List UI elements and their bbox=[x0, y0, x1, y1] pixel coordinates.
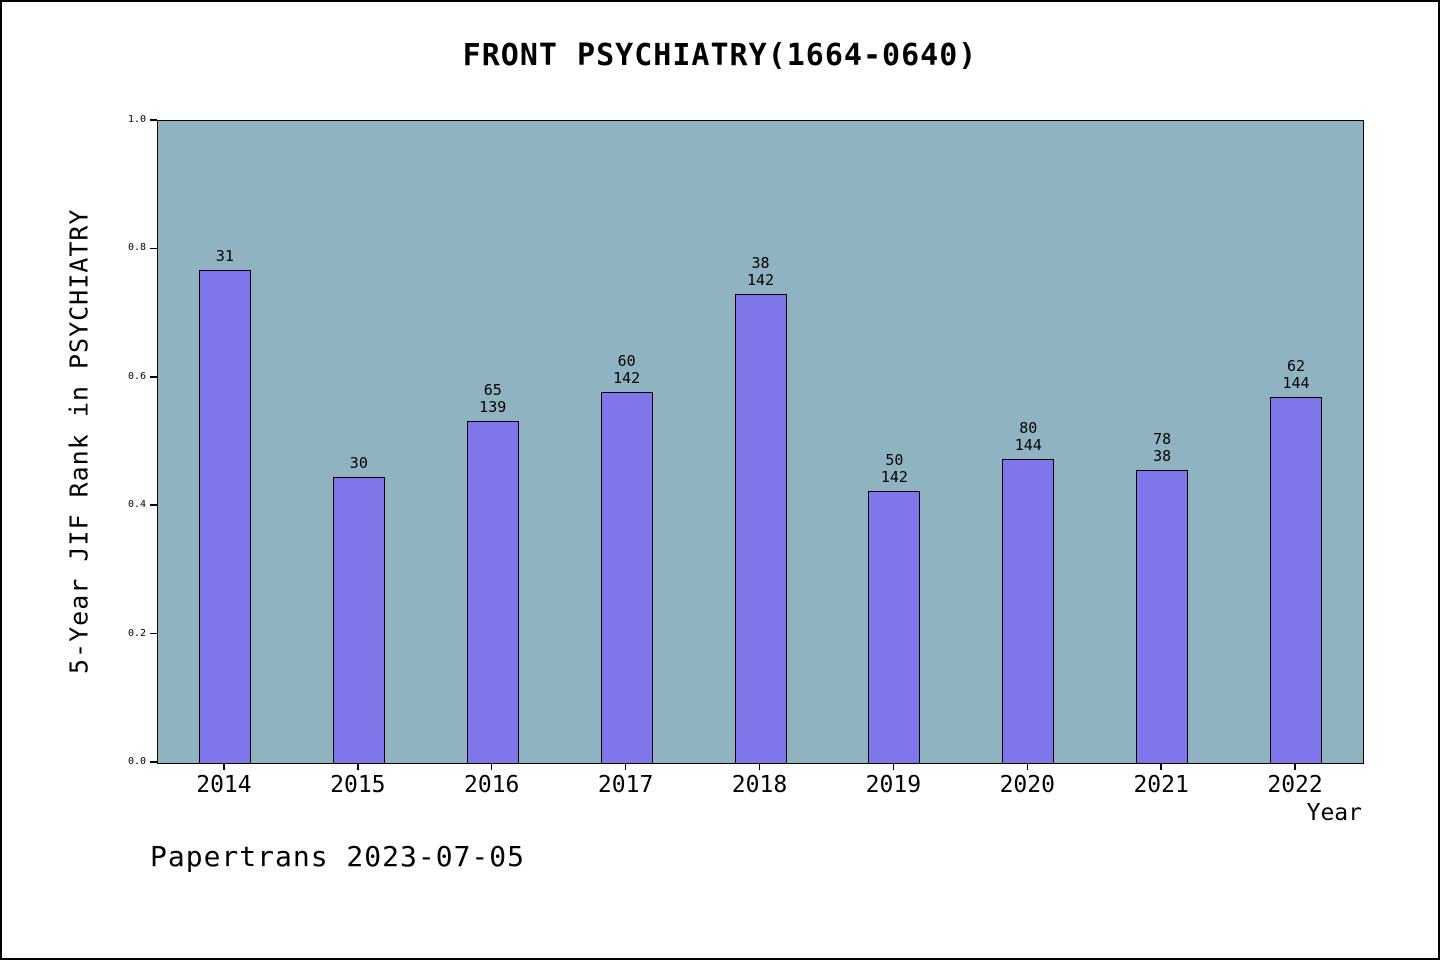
bar-2021 bbox=[1136, 469, 1189, 763]
bar-2017 bbox=[600, 391, 653, 763]
x-tick-mark bbox=[624, 763, 627, 770]
bar-value-label-2021: 78 38 bbox=[1153, 429, 1172, 465]
y-tick-label: 0.8 bbox=[127, 242, 146, 254]
y-tick-mark bbox=[150, 761, 157, 763]
y-tick-mark bbox=[150, 632, 157, 635]
bar-2018 bbox=[734, 293, 787, 763]
y-tick-mark bbox=[150, 119, 157, 121]
y-tick-label: 1.0 bbox=[127, 114, 146, 125]
bar-2016 bbox=[466, 420, 519, 763]
x-tick-label-2014: 2014 bbox=[196, 772, 252, 798]
y-axis-title: 5-Year JIF Rank in PSYCHIATRY bbox=[64, 208, 94, 674]
bar-2019 bbox=[868, 490, 921, 763]
x-tick-label-2022: 2022 bbox=[1267, 772, 1323, 798]
x-tick-label-2015: 2015 bbox=[330, 772, 386, 798]
y-tick-label: 0.4 bbox=[127, 499, 146, 511]
footer-note: Papertrans 2023-07-05 bbox=[150, 840, 526, 873]
chart-title: FRONT PSYCHIATRY(1664-0640) bbox=[462, 38, 978, 73]
bar-value-label-2015: 30 bbox=[349, 454, 368, 473]
x-tick-mark bbox=[490, 763, 493, 770]
x-tick-mark bbox=[357, 763, 359, 770]
x-tick-label-2016: 2016 bbox=[464, 772, 520, 798]
y-tick-label: 0.6 bbox=[127, 370, 146, 382]
x-tick-mark bbox=[892, 763, 895, 770]
bar-value-label-2018: 38 142 bbox=[746, 253, 775, 289]
bar-value-label-2019: 50 142 bbox=[880, 450, 908, 486]
bar-value-label-2022: 62 144 bbox=[1282, 357, 1310, 393]
y-tick-label: 0.2 bbox=[127, 627, 146, 639]
x-tick-mark bbox=[758, 763, 761, 770]
bar-value-label-2014: 31 bbox=[215, 246, 234, 265]
x-tick-label-2018: 2018 bbox=[731, 772, 788, 798]
y-tick-label: 0.0 bbox=[127, 756, 146, 767]
bar-2022 bbox=[1270, 397, 1323, 763]
bar-2014 bbox=[198, 269, 251, 763]
bar-value-label-2020: 80 144 bbox=[1014, 419, 1042, 455]
bar-2015 bbox=[332, 477, 385, 763]
x-tick-label-2021: 2021 bbox=[1133, 772, 1189, 798]
x-tick-mark bbox=[223, 763, 225, 770]
x-tick-label-2017: 2017 bbox=[597, 772, 654, 798]
x-tick-label-2020: 2020 bbox=[999, 772, 1055, 798]
bar-value-label-2017: 60 142 bbox=[613, 351, 641, 387]
y-tick-mark bbox=[150, 247, 157, 250]
plot-area: 31 30 65 139 60 142 38 142 50 142 80 144 78 38 6… bbox=[157, 120, 1364, 764]
x-tick-mark bbox=[1160, 763, 1162, 770]
y-tick-mark bbox=[150, 504, 157, 506]
x-tick-label-2019: 2019 bbox=[865, 772, 922, 798]
bar-value-label-2016: 65 139 bbox=[479, 380, 507, 416]
bar-2020 bbox=[1002, 459, 1055, 763]
x-tick-mark bbox=[1026, 763, 1029, 770]
x-tick-mark bbox=[1294, 763, 1296, 770]
x-axis-title: Year bbox=[1306, 800, 1362, 826]
y-tick-mark bbox=[150, 376, 157, 378]
